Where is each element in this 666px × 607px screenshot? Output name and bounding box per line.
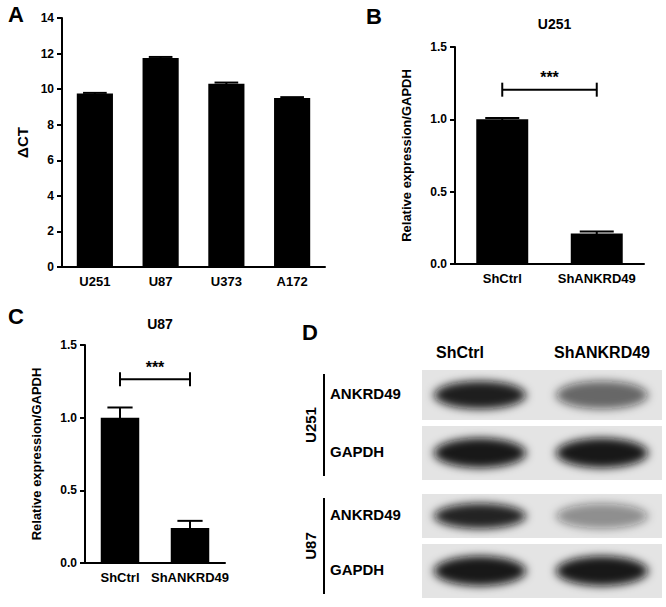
html-text:B: B xyxy=(366,4,382,29)
svg-text:1.5: 1.5 xyxy=(430,40,447,54)
svg-text:A172: A172 xyxy=(277,274,308,289)
svg-text:2: 2 xyxy=(47,224,54,238)
svg-text:ShCtrl: ShCtrl xyxy=(483,271,522,286)
svg-text:0: 0 xyxy=(47,260,54,274)
svg-text:14: 14 xyxy=(41,11,55,25)
svg-text:ShANKRD49: ShANKRD49 xyxy=(554,344,650,361)
svg-text:0.0: 0.0 xyxy=(430,257,447,271)
svg-text:ANKRD49: ANKRD49 xyxy=(330,506,401,523)
svg-text:0.0: 0.0 xyxy=(60,556,77,570)
svg-text:U251: U251 xyxy=(79,274,110,289)
svg-text:U251: U251 xyxy=(538,16,572,32)
svg-text:ΔCT: ΔCT xyxy=(14,127,31,158)
svg-text:12: 12 xyxy=(41,47,55,61)
svg-text:10: 10 xyxy=(41,82,55,96)
html-text:D: D xyxy=(302,320,318,345)
svg-text:Relative expression/GAPDH: Relative expression/GAPDH xyxy=(399,69,414,242)
svg-text:U87: U87 xyxy=(302,532,319,560)
svg-text:ShCtrl: ShCtrl xyxy=(436,344,484,361)
svg-text:1.5: 1.5 xyxy=(60,338,77,352)
svg-text:***: *** xyxy=(540,69,559,86)
svg-text:0.5: 0.5 xyxy=(60,483,77,497)
svg-text:ShANKRD49: ShANKRD49 xyxy=(151,570,229,585)
svg-text:1.0: 1.0 xyxy=(430,112,447,126)
svg-text:U373: U373 xyxy=(211,274,242,289)
svg-text:GAPDH: GAPDH xyxy=(330,443,384,460)
svg-text:1.0: 1.0 xyxy=(60,411,77,425)
svg-text:Relative expression/GAPDH: Relative expression/GAPDH xyxy=(29,368,44,541)
svg-text:U87: U87 xyxy=(147,316,173,332)
svg-text:4: 4 xyxy=(47,189,54,203)
html-text:C: C xyxy=(8,304,24,329)
svg-text:GAPDH: GAPDH xyxy=(330,561,384,578)
svg-text:U87: U87 xyxy=(149,274,173,289)
svg-text:ShCtrl: ShCtrl xyxy=(101,570,140,585)
svg-text:ShANKRD49: ShANKRD49 xyxy=(558,271,636,286)
svg-text:6: 6 xyxy=(47,153,54,167)
svg-text:8: 8 xyxy=(47,118,54,132)
html-text:A: A xyxy=(8,2,24,27)
svg-text:***: *** xyxy=(146,359,165,376)
svg-text:U251: U251 xyxy=(302,407,319,443)
svg-text:ANKRD49: ANKRD49 xyxy=(330,385,401,402)
svg-text:0.5: 0.5 xyxy=(430,185,447,199)
